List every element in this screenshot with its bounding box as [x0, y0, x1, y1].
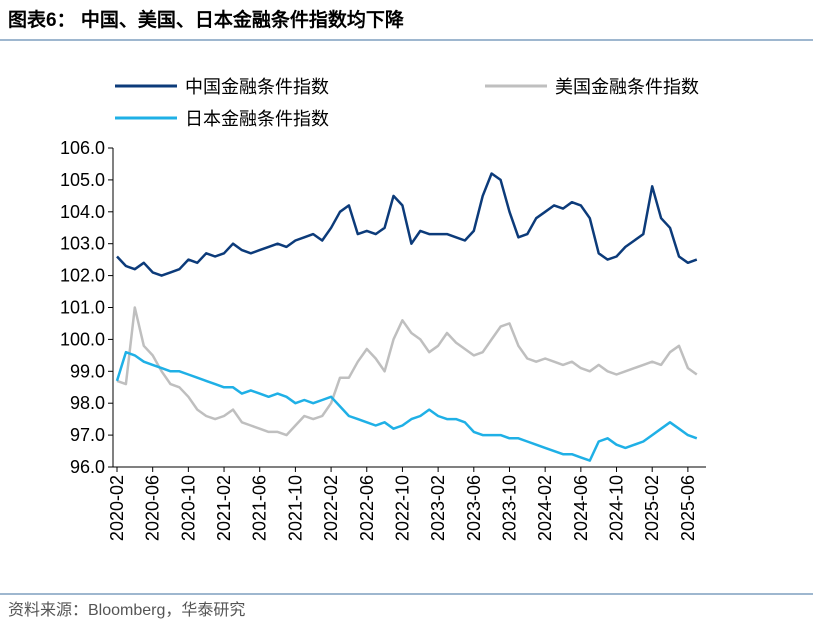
x-tick-label: 2021-02: [214, 475, 234, 541]
x-tick-label: 2025-02: [642, 475, 662, 541]
x-tick-label: 2023-02: [428, 475, 448, 541]
y-tick-label: 97.0: [70, 425, 105, 445]
series-line: [115, 350, 698, 462]
x-tick-label: 2024-10: [607, 475, 627, 541]
y-tick-label: 98.0: [70, 393, 105, 413]
y-tick-label: 105.0: [60, 170, 105, 190]
legend-label: 日本金融条件指数: [185, 109, 329, 129]
x-tick-label: 2020-10: [178, 475, 198, 541]
x-tick-label: 2024-02: [535, 475, 555, 541]
x-tick-label: 2022-10: [392, 475, 412, 541]
x-tick-label: 2020-02: [107, 475, 127, 541]
x-tick-label: 2025-06: [678, 475, 698, 541]
y-tick-label: 106.0: [60, 138, 105, 158]
y-tick-label: 99.0: [70, 361, 105, 381]
legend-label: 美国金融条件指数: [555, 77, 699, 97]
chart-title: 图表6： 中国、美国、日本金融条件指数均下降: [8, 8, 405, 31]
source: 资料来源：Bloomberg，华泰研究: [8, 601, 245, 619]
x-tick-label: 2022-02: [321, 475, 341, 541]
x-tick-label: 2023-06: [464, 475, 484, 541]
x-tick-label: 2020-06: [143, 475, 163, 541]
x-tick-label: 2022-06: [357, 475, 377, 541]
y-tick-label: 101.0: [60, 298, 105, 318]
y-tick-label: 100.0: [60, 329, 105, 349]
x-tick-label: 2024-06: [571, 475, 591, 541]
series-line: [116, 306, 698, 437]
y-tick-label: 104.0: [60, 202, 105, 222]
series-line: [116, 172, 698, 277]
x-tick-label: 2023-10: [499, 475, 519, 541]
x-tick-label: 2021-10: [285, 475, 305, 541]
legend-label: 中国金融条件指数: [185, 77, 329, 97]
y-tick-label: 102.0: [60, 266, 105, 286]
x-tick-label: 2021-06: [250, 475, 270, 541]
y-tick-label: 96.0: [70, 457, 105, 477]
y-tick-label: 103.0: [60, 234, 105, 254]
